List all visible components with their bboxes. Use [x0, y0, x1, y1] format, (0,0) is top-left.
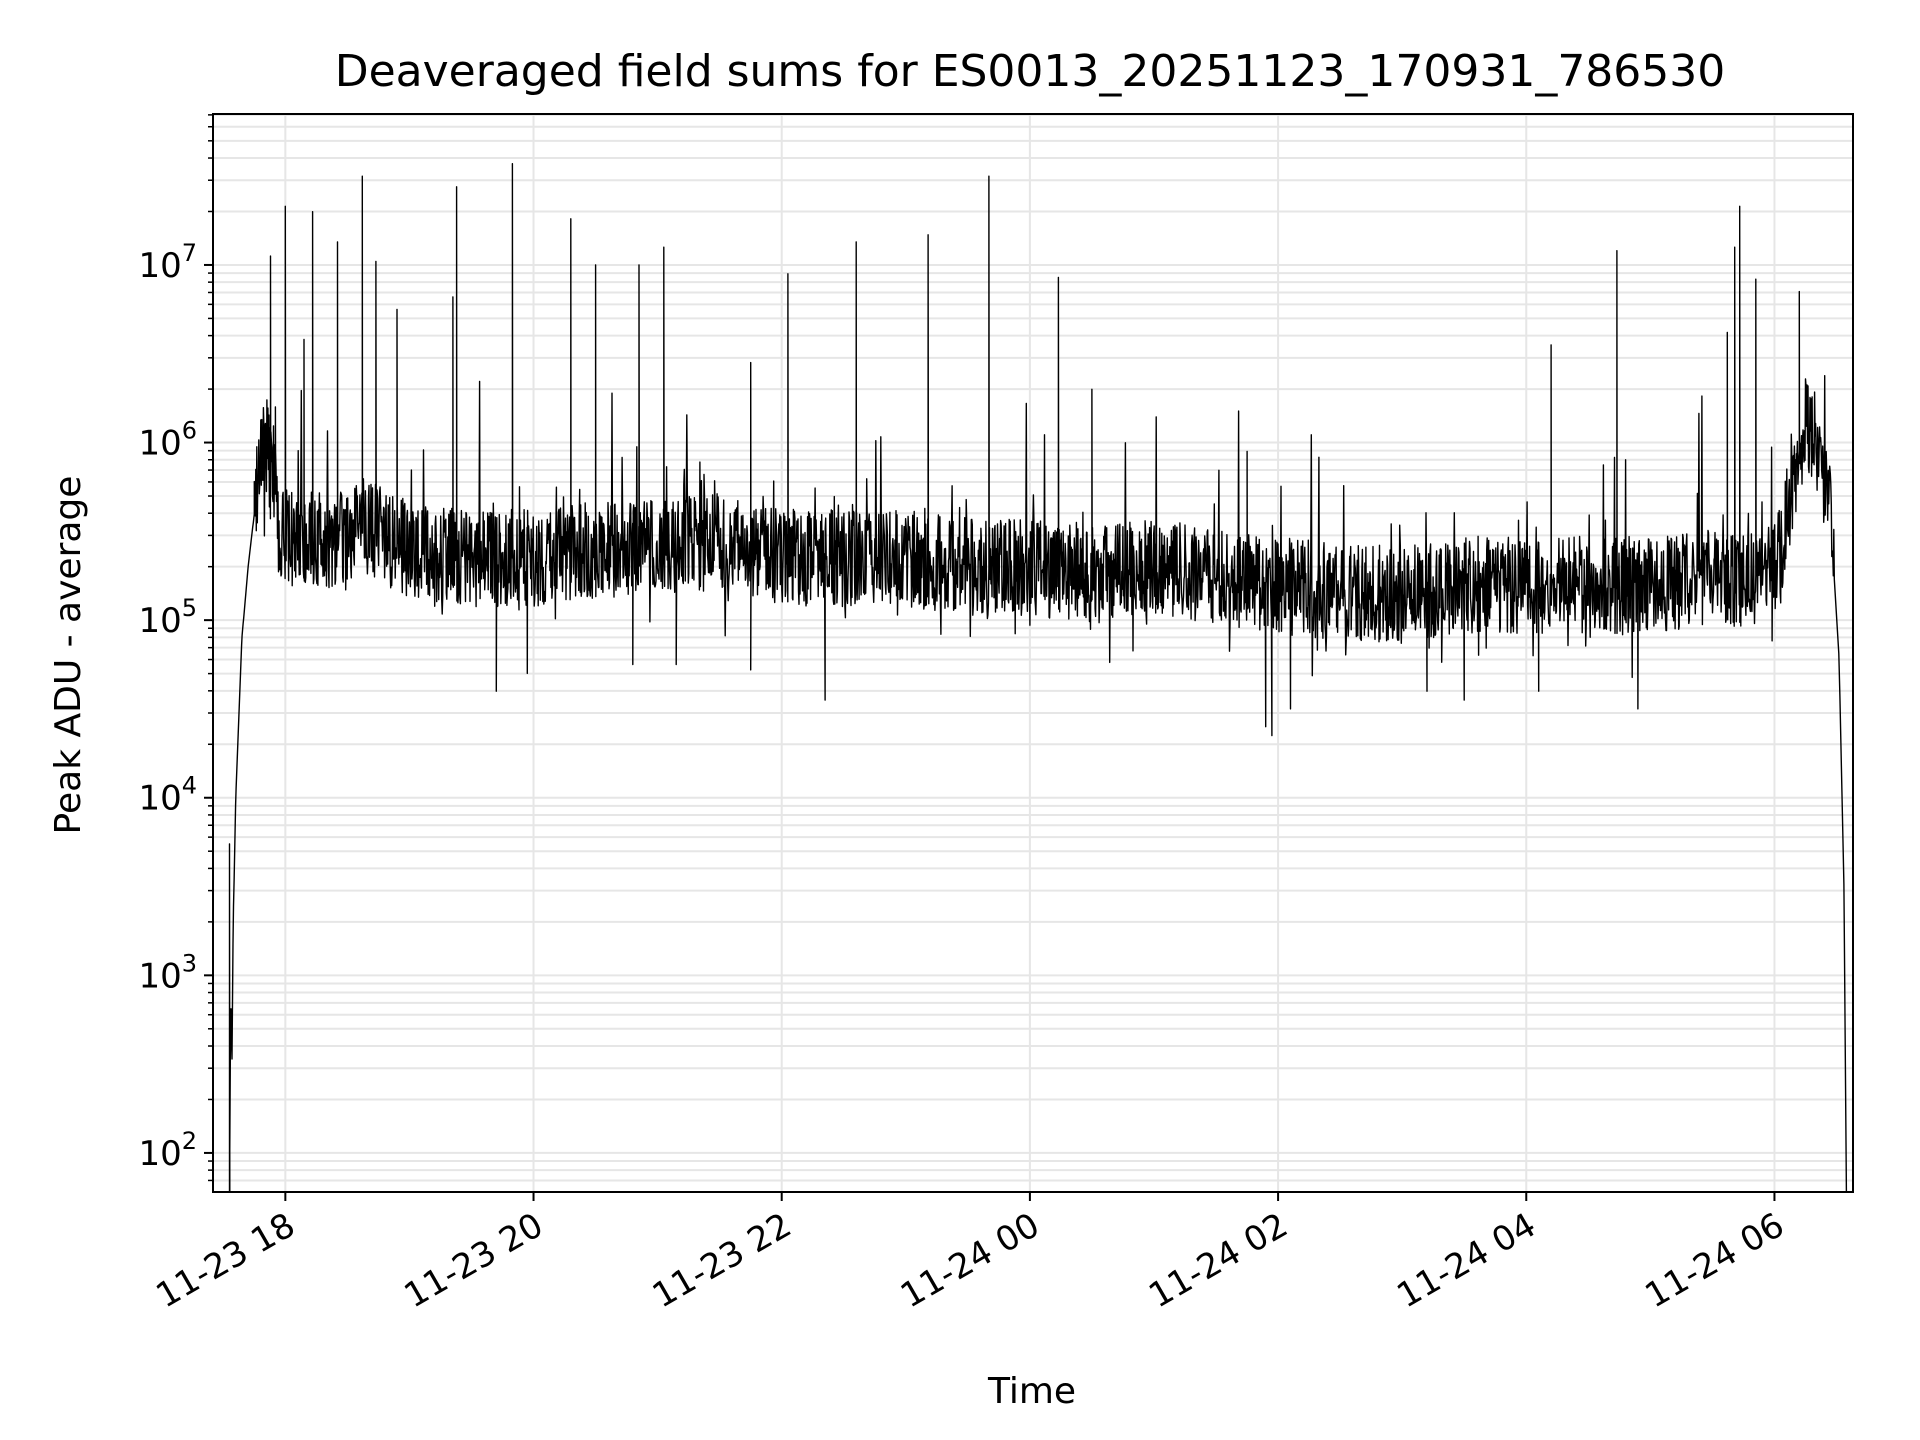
- x-axis: 11-23 18 11-23 20 11-23 22 11-24 00 11-24 02…: [149, 1192, 1791, 1316]
- y-tick-label: 107: [138, 239, 197, 286]
- series-line: [228, 163, 1848, 1192]
- series-group: [228, 163, 1848, 1192]
- y-tick-label: 106: [138, 417, 197, 464]
- x-tick-label: 11-24 06: [1639, 1205, 1791, 1316]
- x-tick-label: 11-24 04: [1390, 1205, 1542, 1316]
- chart-title: Deaveraged field sums for ES0013_2025112…: [335, 46, 1726, 97]
- x-tick-label: 11-24 02: [1142, 1205, 1294, 1316]
- y-tick-label: 105: [138, 594, 197, 641]
- y-tick-label: 104: [138, 772, 197, 819]
- x-tick-label: 11-23 18: [149, 1205, 301, 1316]
- grid: [213, 113, 1853, 1192]
- x-axis-label: Time: [987, 1371, 1076, 1412]
- plot-frame: [212, 113, 1854, 1193]
- y-axis-label: Peak ADU - average: [48, 476, 89, 835]
- x-tick-label: 11-23 22: [646, 1205, 798, 1316]
- y-tick-label: 103: [138, 949, 197, 996]
- y-axis: 102 103 104 105 106 107: [138, 114, 213, 1182]
- x-tick-label: 11-23 20: [398, 1205, 550, 1316]
- y-tick-label: 102: [138, 1127, 197, 1174]
- x-tick-label: 11-24 00: [894, 1205, 1046, 1316]
